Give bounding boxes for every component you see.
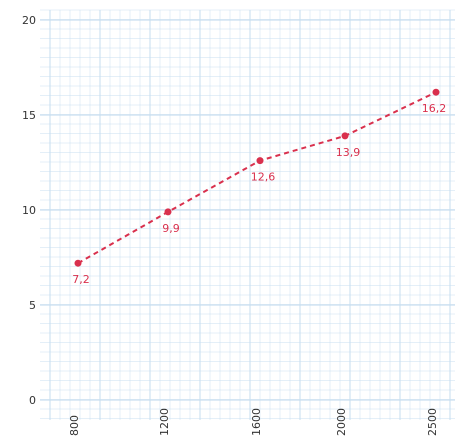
data-point: [342, 132, 349, 139]
y-tick-label: 15: [22, 109, 36, 122]
data-point: [433, 89, 440, 96]
x-tick-label: 2500: [426, 408, 439, 436]
x-tick-label: 800: [68, 415, 81, 436]
x-tick-label: 1600: [250, 408, 263, 436]
data-label: 7,2: [72, 273, 90, 286]
data-point: [165, 208, 172, 215]
data-label: 13,9: [336, 146, 361, 159]
x-tick-label: 2000: [335, 408, 348, 436]
data-point: [75, 260, 82, 267]
y-tick-label: 20: [22, 14, 36, 27]
data-label: 16,2: [422, 102, 447, 115]
x-tick-label: 1200: [158, 408, 171, 436]
data-label: 9,9: [162, 222, 180, 235]
data-label: 12,6: [251, 171, 276, 184]
y-tick-label: 5: [29, 299, 36, 312]
y-tick-label: 10: [22, 204, 36, 217]
y-tick-label: 0: [29, 394, 36, 407]
data-point: [257, 157, 264, 164]
